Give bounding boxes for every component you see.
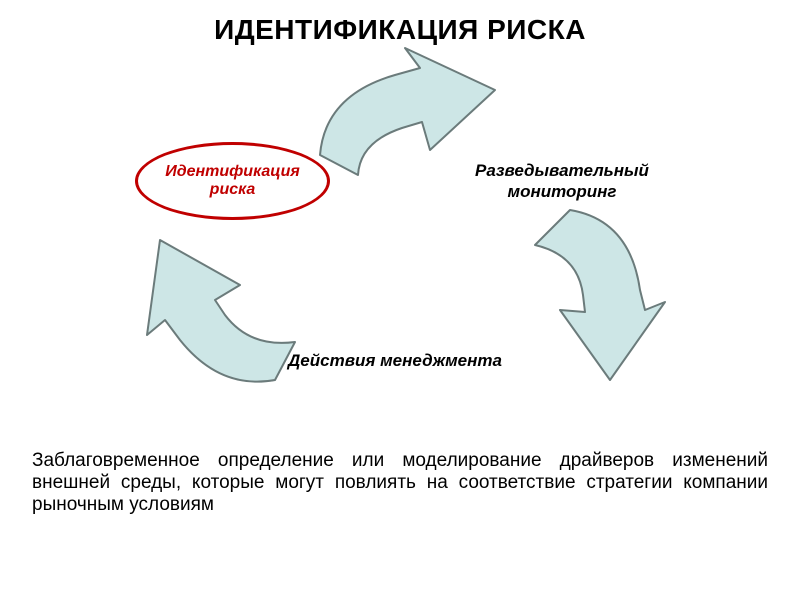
- page-title: ИДЕНТИФИКАЦИЯ РИСКА: [0, 14, 800, 46]
- arrow-right: [500, 210, 660, 370]
- ellipse-label: Идентификация риска: [148, 163, 317, 199]
- arrow-left: [125, 230, 295, 400]
- ellipse-identification: Идентификация риска: [135, 142, 330, 220]
- label-actions: Действия менеджмента: [280, 350, 510, 371]
- label-monitoring: Разведывательный мониторинг: [432, 160, 692, 203]
- page: ИДЕНТИФИКАЦИЯ РИСКА Идентификация риска …: [0, 0, 800, 600]
- body-description: Заблаговременное определение или моделир…: [32, 450, 768, 516]
